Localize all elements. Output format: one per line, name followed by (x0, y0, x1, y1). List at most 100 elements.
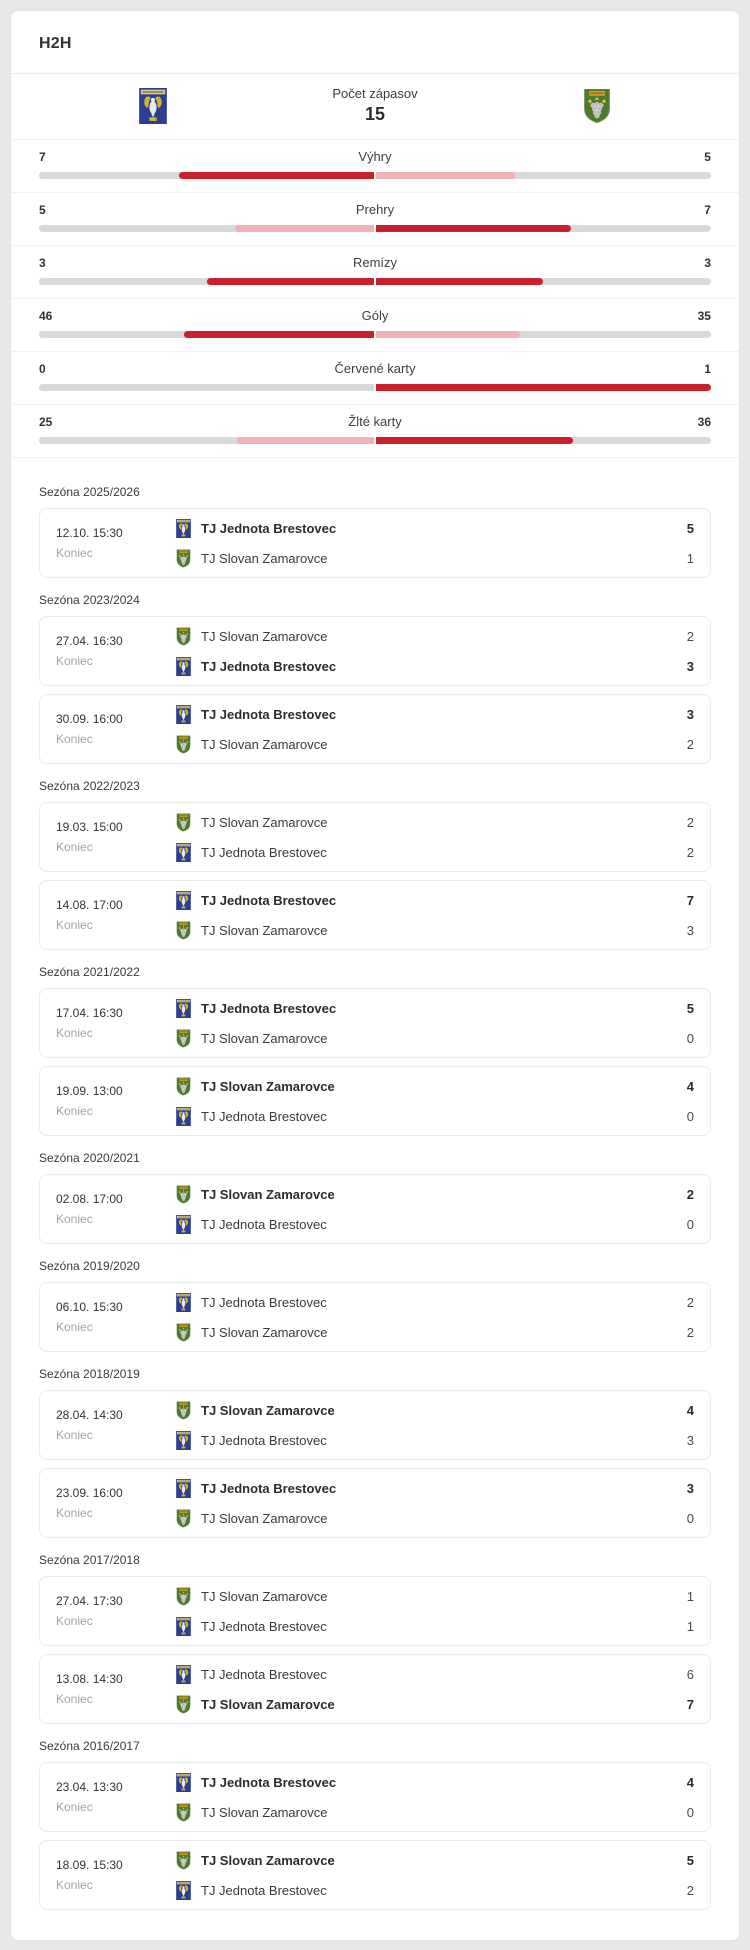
team-name: TJ Slovan Zamarovce (201, 550, 328, 566)
season-section: Sezóna 2023/2024 27.04. 16:30 Koniec TJ … (39, 593, 711, 764)
team-name: TJ Slovan Zamarovce (201, 1186, 335, 1202)
match-status: Koniec (56, 546, 93, 560)
match-row[interactable]: 19.09. 13:00 Koniec TJ Slovan Zamarovce … (39, 1066, 711, 1136)
team-name: TJ Jednota Brestovec (201, 844, 327, 860)
season-matches: 19.03. 15:00 Koniec TJ Slovan Zamarovce … (39, 802, 711, 950)
away-team-row: TJ Jednota Brestovec 3 (176, 1431, 694, 1450)
match-teams: TJ Jednota Brestovec 2 TJ Slovan Zamarov… (152, 1293, 694, 1342)
team-name: TJ Slovan Zamarovce (201, 1324, 328, 1340)
team-name: TJ Slovan Zamarovce (201, 628, 328, 644)
stat-bar (39, 331, 711, 338)
match-row[interactable]: 17.04. 16:30 Koniec TJ Jednota Brestovec… (39, 988, 711, 1058)
page-title: H2H (39, 35, 72, 52)
match-date: 18.09. 15:30 (56, 1858, 123, 1872)
match-date: 27.04. 17:30 (56, 1594, 123, 1608)
team-name: TJ Jednota Brestovec (201, 1216, 327, 1232)
match-status: Koniec (56, 1026, 93, 1040)
away-team-row: TJ Jednota Brestovec 0 (176, 1215, 694, 1234)
stat-bar-left-fill (207, 278, 375, 285)
home-team-row: TJ Slovan Zamarovce 4 (176, 1077, 694, 1096)
team-name: TJ Jednota Brestovec (201, 1294, 327, 1310)
match-time: 27.04. 16:30 Koniec (56, 634, 152, 668)
team-name: TJ Jednota Brestovec (201, 1618, 327, 1634)
match-time: 23.04. 13:30 Koniec (56, 1780, 152, 1814)
stat-value-left: 5 (39, 203, 46, 217)
team-name: TJ Jednota Brestovec (201, 520, 337, 536)
match-row[interactable]: 23.09. 16:00 Koniec TJ Jednota Brestovec… (39, 1468, 711, 1538)
match-date: 06.10. 15:30 (56, 1300, 123, 1314)
match-date: 23.04. 13:30 (56, 1780, 123, 1794)
match-date: 12.10. 15:30 (56, 526, 123, 540)
match-date: 19.09. 13:00 (56, 1084, 123, 1098)
zamarovce-crest-icon (176, 735, 191, 754)
stat-row: 5 Prehry 7 (11, 192, 739, 245)
brestovec-crest-icon (176, 1215, 191, 1234)
season-section: Sezóna 2025/2026 12.10. 15:30 Koniec TJ … (39, 485, 711, 578)
match-teams: TJ Slovan Zamarovce 2 TJ Jednota Brestov… (152, 813, 694, 862)
panel-header: H2H (11, 11, 739, 74)
team-name: TJ Slovan Zamarovce (201, 1696, 335, 1712)
stat-value-right: 35 (697, 309, 711, 323)
team-score: 4 (686, 1078, 694, 1094)
match-row[interactable]: 19.03. 15:00 Koniec TJ Slovan Zamarovce … (39, 802, 711, 872)
match-teams: TJ Jednota Brestovec 3 TJ Slovan Zamarov… (152, 705, 694, 754)
match-row[interactable]: 02.08. 17:00 Koniec TJ Slovan Zamarovce … (39, 1174, 711, 1244)
home-team-row: TJ Jednota Brestovec 6 (176, 1665, 694, 1684)
match-row[interactable]: 27.04. 16:30 Koniec TJ Slovan Zamarovce … (39, 616, 711, 686)
stat-label: Žlté karty (348, 414, 402, 429)
season-label: Sezóna 2019/2020 (39, 1259, 140, 1273)
team-score: 2 (686, 736, 694, 752)
match-date: 14.08. 17:00 (56, 898, 123, 912)
stat-bar-right-fill (375, 225, 571, 232)
match-row[interactable]: 06.10. 15:30 Koniec TJ Jednota Brestovec… (39, 1282, 711, 1352)
away-team-row: TJ Slovan Zamarovce 1 (176, 549, 694, 568)
season-section: Sezóna 2020/2021 02.08. 17:00 Koniec TJ … (39, 1151, 711, 1244)
match-row[interactable]: 12.10. 15:30 Koniec TJ Jednota Brestovec… (39, 508, 711, 578)
team-score: 0 (686, 1216, 694, 1232)
stat-bar (39, 172, 711, 179)
away-team-row: TJ Slovan Zamarovce 7 (176, 1695, 694, 1714)
stat-value-right: 7 (704, 203, 711, 217)
team-score: 2 (686, 1324, 694, 1340)
match-status: Koniec (56, 1614, 93, 1628)
zamarovce-crest-icon (176, 549, 191, 568)
season-section: Sezóna 2017/2018 27.04. 17:30 Koniec TJ … (39, 1553, 711, 1724)
match-row[interactable]: 28.04. 14:30 Koniec TJ Slovan Zamarovce … (39, 1390, 711, 1460)
match-row[interactable]: 14.08. 17:00 Koniec TJ Jednota Brestovec… (39, 880, 711, 950)
stat-bar-center-divider (374, 331, 376, 338)
season-label: Sezóna 2020/2021 (39, 1151, 140, 1165)
stat-bar-right-fill (375, 278, 543, 285)
team-name: TJ Jednota Brestovec (201, 1480, 337, 1496)
stat-row: 7 Výhry 5 (11, 139, 739, 192)
match-time: 06.10. 15:30 Koniec (56, 1300, 152, 1334)
matches-count-value: 15 (364, 104, 386, 124)
match-row[interactable]: 13.08. 14:30 Koniec TJ Jednota Brestovec… (39, 1654, 711, 1724)
season-matches: 17.04. 16:30 Koniec TJ Jednota Brestovec… (39, 988, 711, 1136)
home-team-row: TJ Slovan Zamarovce 5 (176, 1851, 694, 1870)
team-name: TJ Jednota Brestovec (201, 1000, 337, 1016)
match-status: Koniec (56, 1878, 93, 1892)
team-score: 3 (686, 658, 694, 674)
team-score: 0 (686, 1804, 694, 1820)
zamarovce-crest-icon (176, 1077, 191, 1096)
season-label: Sezóna 2022/2023 (39, 779, 140, 793)
stat-label: Remízy (352, 255, 398, 270)
away-team-row: TJ Jednota Brestovec 2 (176, 843, 694, 862)
stat-bar (39, 225, 711, 232)
match-teams: TJ Slovan Zamarovce 4 TJ Jednota Brestov… (152, 1077, 694, 1126)
team-name: TJ Jednota Brestovec (201, 1432, 327, 1448)
stat-row: 0 Červené karty 1 (11, 351, 739, 404)
match-row[interactable]: 23.04. 13:30 Koniec TJ Jednota Brestovec… (39, 1762, 711, 1832)
home-team-row: TJ Jednota Brestovec 3 (176, 1479, 694, 1498)
match-row[interactable]: 18.09. 15:30 Koniec TJ Slovan Zamarovce … (39, 1840, 711, 1910)
away-team-row: TJ Slovan Zamarovce 2 (176, 735, 694, 754)
stat-value-right: 3 (704, 256, 711, 270)
brestovec-crest-icon (176, 1107, 191, 1126)
match-row[interactable]: 27.04. 17:30 Koniec TJ Slovan Zamarovce … (39, 1576, 711, 1646)
zamarovce-crest-icon (176, 1695, 191, 1714)
team-score: 2 (686, 844, 694, 860)
matches-count-label: Počet zápasov (332, 86, 418, 101)
match-row[interactable]: 30.09. 16:00 Koniec TJ Jednota Brestovec… (39, 694, 711, 764)
match-status: Koniec (56, 840, 93, 854)
team-name: TJ Slovan Zamarovce (201, 736, 328, 752)
